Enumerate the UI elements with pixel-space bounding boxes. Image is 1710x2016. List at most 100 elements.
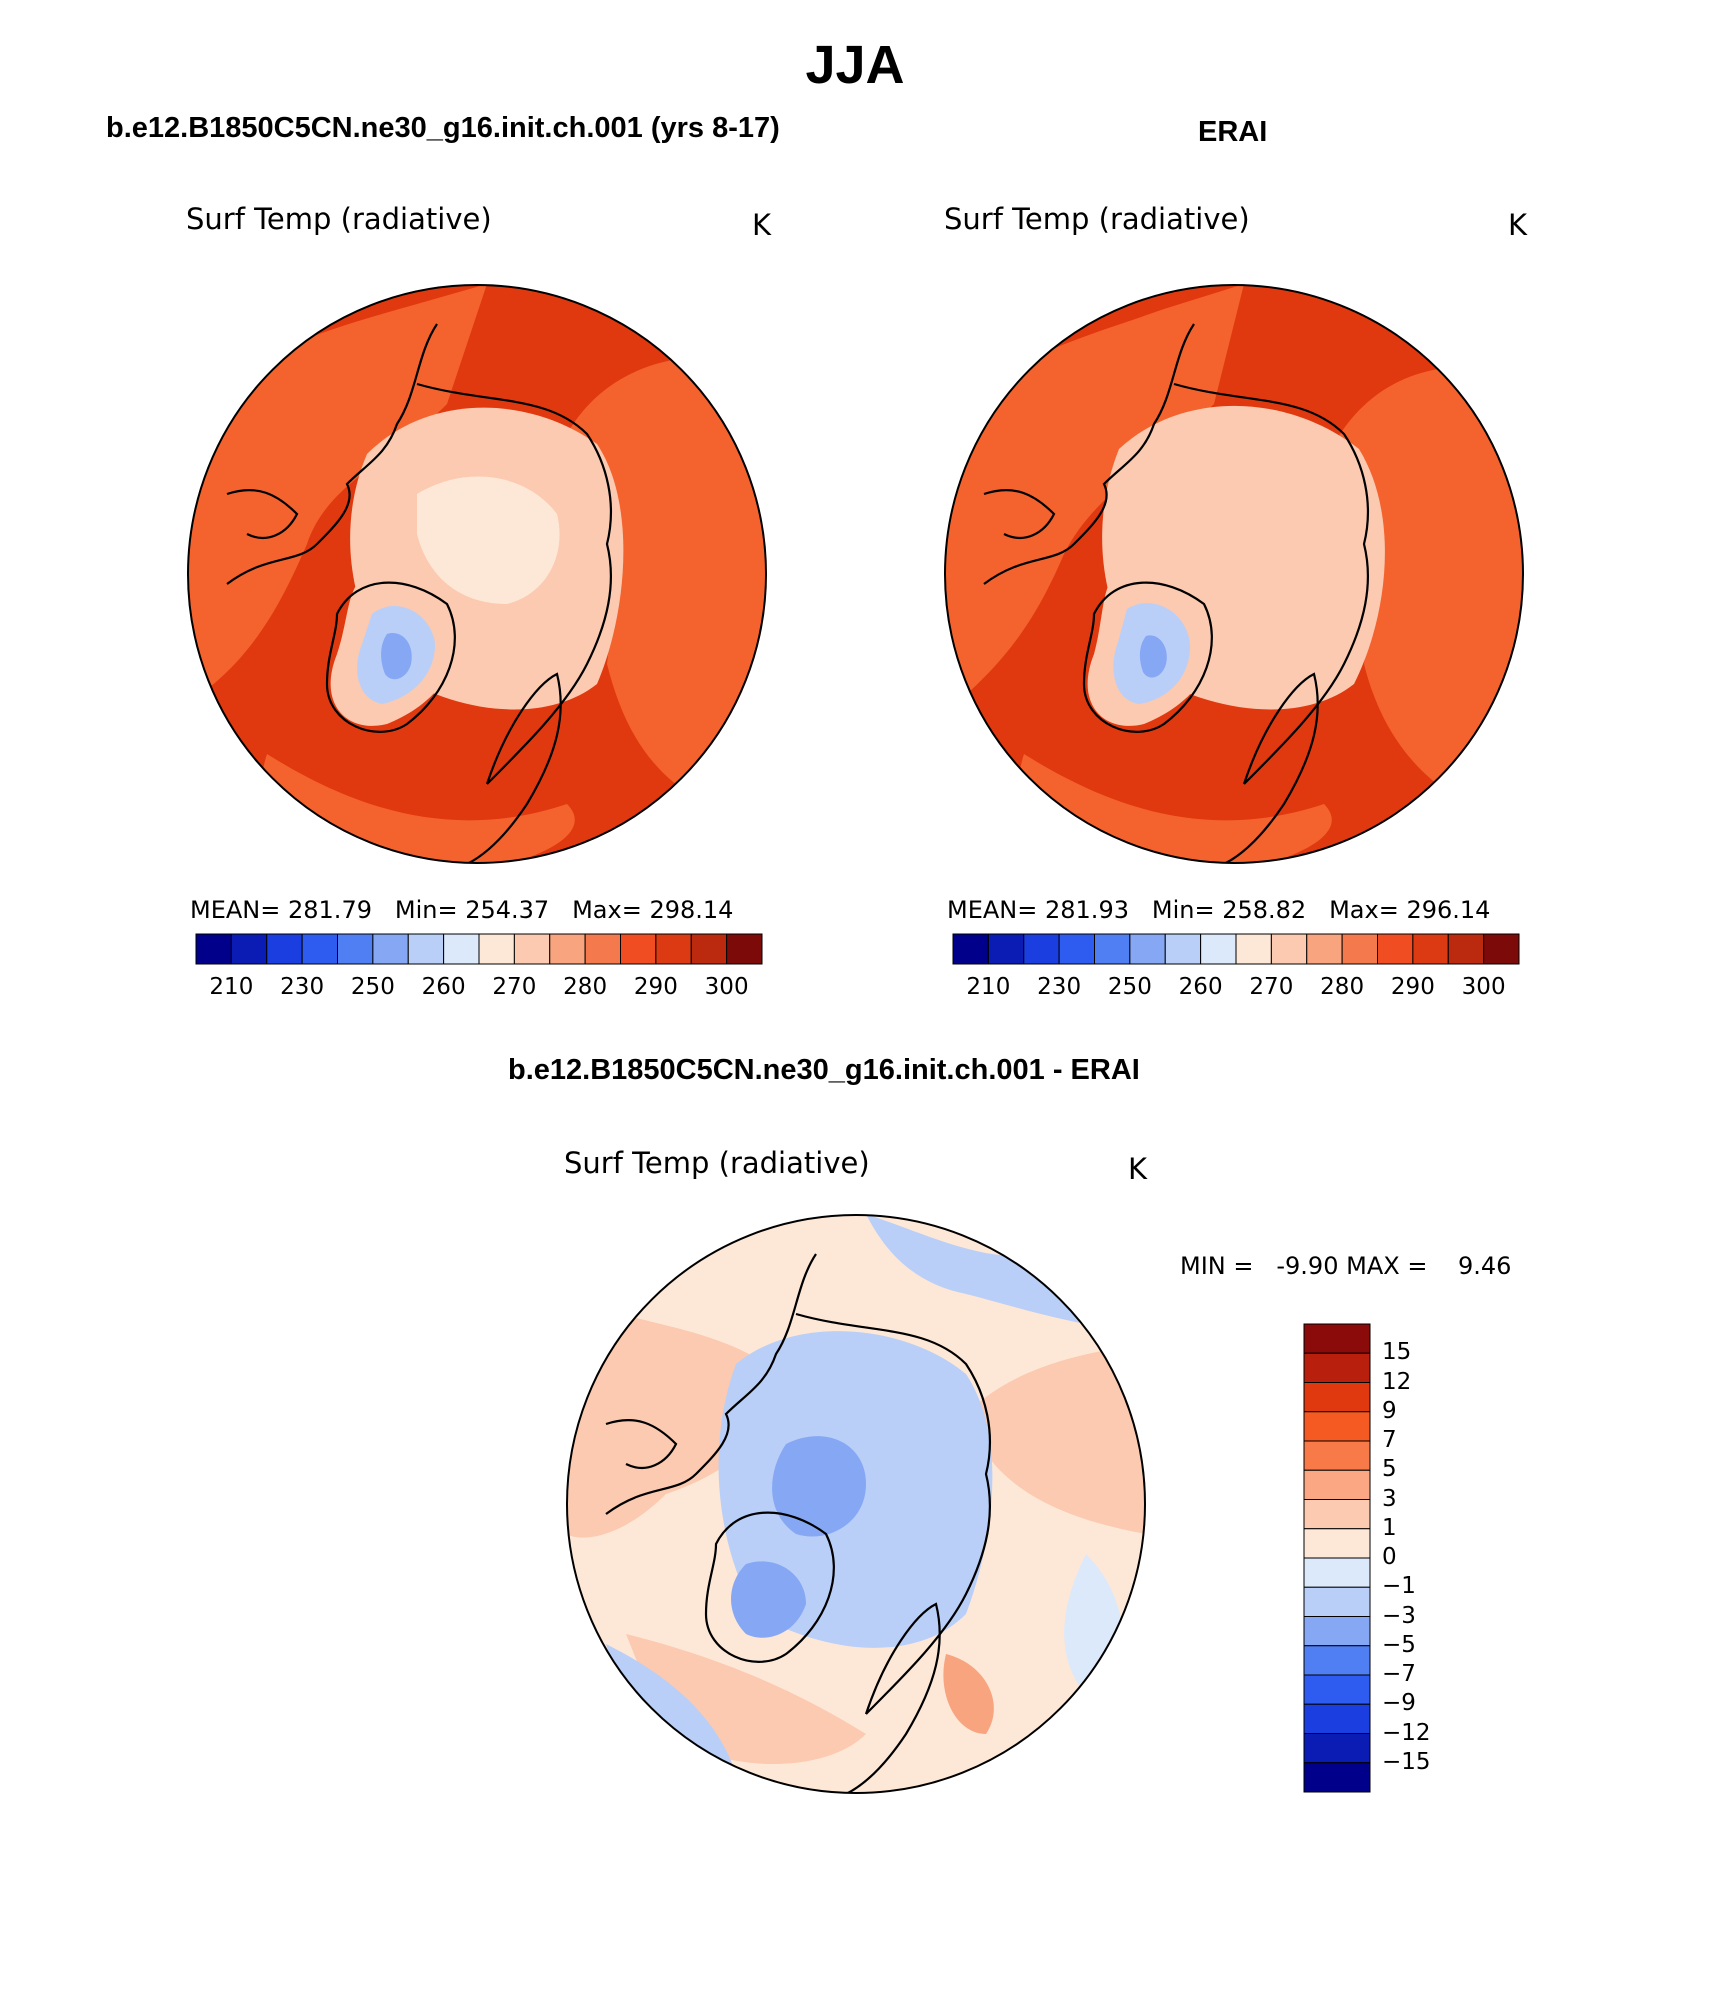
colorbar-swatch (1412, 933, 1449, 965)
colorbar-tick-label: 5 (1382, 1456, 1397, 1483)
map-central-ice (417, 476, 560, 604)
diff-title: b.e12.B1850C5CN.ne30_g16.init.ch.001 - E… (508, 1054, 1140, 1086)
map-coastline-hudson (226, 489, 299, 539)
colorbar-swatch (1303, 1499, 1371, 1530)
colorbar-swatch (1303, 1616, 1371, 1647)
diff-min-label: MIN = (1180, 1252, 1254, 1280)
model-polar-map (187, 284, 767, 864)
map-warm-spot-europe (943, 1654, 994, 1734)
map-coastline-europe (466, 672, 562, 863)
colorbar-tick-label: 9 (1382, 1397, 1397, 1424)
model-min-value: 254.37 (465, 896, 550, 924)
obs-colorbar (952, 933, 1520, 965)
colorbar-tick-label: 210 (966, 974, 1011, 1000)
colorbar-swatch (1303, 1323, 1371, 1354)
colorbar-swatch (230, 933, 268, 965)
obs-colorbar-ticks: 210 230 250 260 270 280 290 300 (953, 974, 1519, 1004)
map-cool-greenland (731, 1561, 806, 1638)
model-mean-label: MEAN= (190, 896, 281, 924)
map-coastline-canada (226, 323, 438, 585)
colorbar-swatch (1303, 1703, 1371, 1734)
colorbar-tick-label: 12 (1382, 1368, 1412, 1395)
figure-title: JJA (805, 35, 905, 95)
diff-max-value: 9.46 (1457, 1252, 1512, 1280)
colorbar-tick-label: 230 (280, 974, 325, 1000)
colorbar-swatch (584, 933, 621, 965)
map-land-eurasia (567, 356, 766, 824)
colorbar-swatch (1200, 933, 1237, 965)
diff-colorbar-ticks: 15 12 9 7 5 3 1 0 −1 −3 −5 −7 −9 −12 −15 (1382, 1324, 1482, 1792)
map-cool-core (772, 1436, 866, 1537)
obs-case-title: ERAI (1198, 116, 1268, 148)
diff-polar-map (566, 1214, 1146, 1794)
colorbar-swatch (1023, 933, 1060, 965)
colorbar-tick-label: 210 (209, 974, 254, 1000)
colorbar-swatch (952, 933, 989, 965)
model-max-label: Max= (572, 896, 642, 924)
colorbar-swatch (407, 933, 445, 965)
obs-polar-map (944, 284, 1524, 864)
colorbar-swatch (1303, 1528, 1371, 1559)
obs-mean-value: 281.93 (1045, 896, 1129, 924)
colorbar-swatch (1303, 1733, 1371, 1764)
obs-stats-line: MEAN= 281.93 Min= 258.82 Max= 296.14 (947, 896, 1490, 924)
colorbar-swatch (1303, 1586, 1371, 1617)
model-variable-label: Surf Temp (radiative) (186, 202, 492, 236)
colorbar-swatch (1303, 1645, 1371, 1676)
colorbar-swatch (1303, 1440, 1371, 1471)
colorbar-swatch (1447, 933, 1485, 965)
diff-colorbar (1303, 1323, 1371, 1793)
colorbar-tick-label: 270 (492, 974, 537, 1000)
colorbar-swatch (1270, 933, 1308, 965)
colorbar-swatch (372, 933, 409, 965)
colorbar-swatch (1303, 1469, 1371, 1500)
map-coastline-greenland (704, 1511, 835, 1663)
colorbar-swatch (726, 933, 763, 965)
model-mean-value: 281.79 (288, 896, 372, 924)
obs-min-value: 258.82 (1222, 896, 1307, 924)
colorbar-swatch (655, 933, 692, 965)
obs-max-label: Max= (1329, 896, 1399, 924)
colorbar-swatch (1306, 933, 1343, 965)
colorbar-swatch (195, 933, 232, 965)
colorbar-swatch (1303, 1411, 1371, 1442)
colorbar-tick-label: 230 (1037, 974, 1082, 1000)
colorbar-swatch (1058, 933, 1095, 965)
obs-max-value: 296.14 (1406, 896, 1491, 924)
model-units-label: K (752, 208, 772, 242)
colorbar-swatch (1341, 933, 1378, 965)
colorbar-swatch (1303, 1352, 1371, 1383)
model-min-label: Min= (394, 896, 458, 924)
colorbar-swatch (620, 933, 657, 965)
map-warm-band-west (567, 1294, 770, 1538)
colorbar-swatch (443, 933, 480, 965)
colorbar-swatch (690, 933, 728, 965)
colorbar-tick-label: 300 (704, 974, 749, 1000)
map-coastline-greenland (325, 581, 456, 733)
colorbar-tick-label: 7 (1382, 1427, 1397, 1453)
model-stats-line: MEAN= 281.79 Min= 254.37 Max= 298.14 (190, 896, 733, 924)
colorbar-swatch (1483, 933, 1520, 965)
model-colorbar (195, 933, 763, 965)
colorbar-tick-label: 280 (1320, 974, 1365, 1000)
model-max-value: 298.14 (649, 896, 734, 924)
map-coastline-greenland (1082, 581, 1213, 733)
colorbar-swatch (337, 933, 374, 965)
obs-min-label: Min= (1151, 896, 1215, 924)
diff-units-label: K (1128, 1152, 1148, 1186)
colorbar-swatch (1129, 933, 1166, 965)
obs-units-label: K (1508, 208, 1528, 242)
colorbar-swatch (1303, 1674, 1371, 1705)
map-greenland-core (1139, 635, 1167, 678)
colorbar-swatch (1303, 1382, 1371, 1413)
map-coastline-hudson (983, 489, 1056, 539)
obs-variable-label: Surf Temp (radiative) (944, 202, 1250, 236)
colorbar-tick-label: −7 (1382, 1661, 1416, 1687)
colorbar-tick-label: −1 (1382, 1573, 1416, 1600)
map-coastline-europe (845, 1602, 941, 1793)
colorbar-tick-label: 3 (1382, 1485, 1397, 1512)
colorbar-tick-label: 260 (1178, 974, 1223, 1000)
colorbar-swatch (1094, 933, 1131, 965)
map-land-eurasia (1334, 366, 1523, 824)
map-coastline-hudson (605, 1419, 678, 1469)
